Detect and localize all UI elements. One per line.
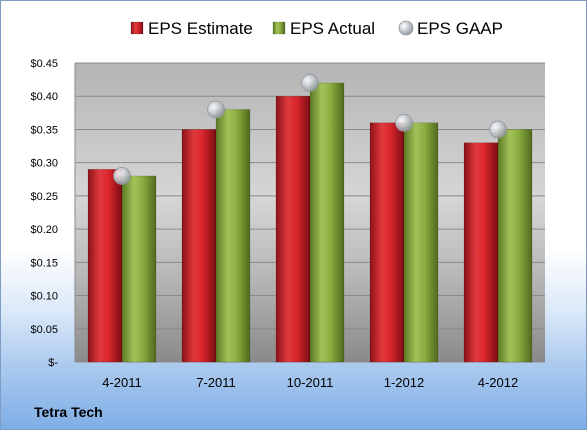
eps-estimate-bar <box>463 142 499 363</box>
eps-estimate-bar <box>369 122 405 363</box>
legend-label: EPS Actual <box>290 19 375 38</box>
y-tick-label: $0.10 <box>30 291 58 303</box>
legend-label: EPS GAAP <box>417 19 503 38</box>
y-tick-label: $0.30 <box>30 158 58 170</box>
eps-actual-bar <box>497 129 533 363</box>
eps-estimate-bar <box>275 95 311 363</box>
y-tick-label: $0.45 <box>30 58 58 70</box>
legend-marker-gaap <box>398 20 414 36</box>
eps-estimate-bar <box>181 129 217 363</box>
eps-gaap-point <box>113 167 131 185</box>
y-tick-label: $0.05 <box>30 324 58 336</box>
y-tick-label: $0.20 <box>30 224 58 236</box>
x-category-label: 4-2011 <box>102 375 142 390</box>
x-category-label: 4-2012 <box>478 375 518 390</box>
y-axis: $- $0.05 $0.10 $0.15 $0.20 $0.25 $0.30 $0.35 $0.… <box>30 58 76 369</box>
x-category-label: 7-2011 <box>196 375 236 390</box>
eps-gaap-point <box>395 113 413 132</box>
y-tick-label: $- <box>48 357 58 369</box>
y-tick-label: $0.15 <box>30 257 58 269</box>
y-tick-label: $0.35 <box>30 124 58 136</box>
gaap-points <box>113 74 507 185</box>
x-category-label: 1-2012 <box>384 375 424 390</box>
y-tick-label: $0.25 <box>30 191 58 203</box>
legend-marker-actual <box>272 21 286 35</box>
legend: EPS Estimate EPS Actual EPS GAAP <box>130 19 503 38</box>
eps-actual-bar <box>215 109 251 363</box>
eps-actual-bar <box>309 82 345 363</box>
eps-gaap-point <box>301 74 319 92</box>
legend-label: EPS Estimate <box>148 19 253 38</box>
company-name: Tetra Tech <box>34 404 103 420</box>
bars <box>87 82 533 363</box>
eps-actual-bar <box>403 122 439 363</box>
eps-actual-bar <box>121 175 157 363</box>
x-axis: 4-2011 7-2011 10-2011 1-2012 4-2012 <box>102 375 518 390</box>
eps-gaap-point <box>207 100 225 119</box>
x-category-label: 10-2011 <box>287 375 334 390</box>
eps-estimate-bar <box>87 169 123 363</box>
legend-marker-estimate <box>130 21 144 35</box>
y-tick-label: $0.40 <box>30 91 58 103</box>
eps-gaap-point <box>489 120 507 139</box>
